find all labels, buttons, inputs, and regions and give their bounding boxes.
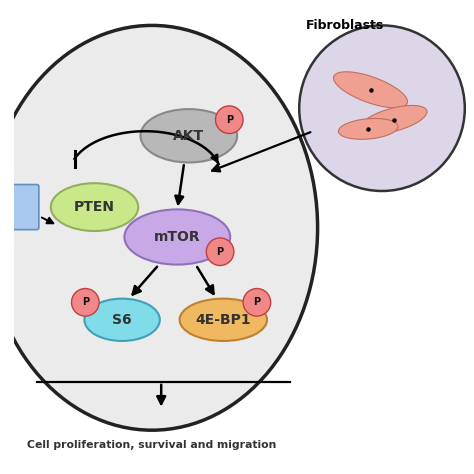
Ellipse shape (360, 105, 427, 134)
Ellipse shape (334, 72, 408, 108)
Text: Cell proliferation, survival and migration: Cell proliferation, survival and migrati… (27, 440, 277, 450)
Text: Fibroblasts: Fibroblasts (306, 18, 384, 31)
Text: AKT: AKT (173, 129, 204, 143)
Text: P: P (82, 297, 89, 307)
Text: PTEN: PTEN (74, 200, 115, 214)
Ellipse shape (338, 118, 398, 139)
Text: mTOR: mTOR (154, 230, 201, 244)
Circle shape (243, 289, 271, 316)
Ellipse shape (84, 299, 160, 341)
Text: P: P (253, 297, 260, 307)
Circle shape (299, 26, 465, 191)
Circle shape (72, 289, 99, 316)
Ellipse shape (51, 183, 138, 231)
Ellipse shape (140, 109, 237, 163)
Text: P: P (217, 247, 224, 257)
FancyBboxPatch shape (3, 184, 39, 229)
Ellipse shape (180, 299, 267, 341)
Ellipse shape (124, 210, 230, 264)
Ellipse shape (0, 26, 318, 430)
Text: P: P (226, 115, 233, 125)
Text: 4E-BP1: 4E-BP1 (195, 313, 251, 327)
Text: S6: S6 (112, 313, 132, 327)
Circle shape (206, 238, 234, 265)
Circle shape (216, 106, 243, 134)
